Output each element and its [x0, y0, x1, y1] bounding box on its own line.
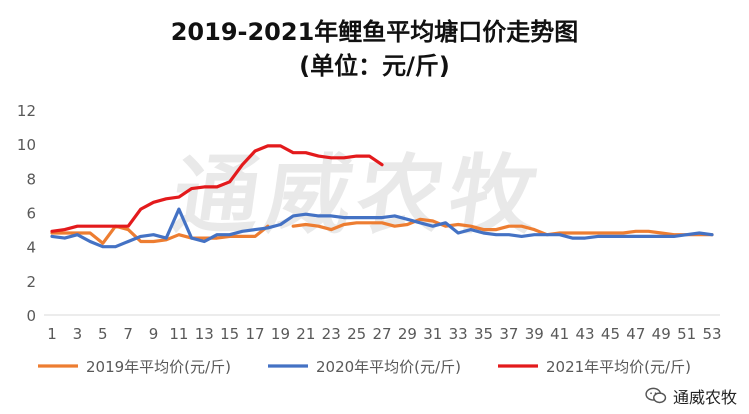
- x-tick-label: 53: [702, 325, 721, 343]
- wechat-icon: [645, 387, 667, 404]
- x-tick-label: 3: [73, 325, 83, 343]
- x-tick-label: 51: [677, 325, 696, 343]
- legend-label-3: 2021年平均价(元/斤): [546, 358, 691, 376]
- y-tick-label: 2: [26, 273, 36, 291]
- x-tick-label: 13: [195, 325, 214, 343]
- y-tick-label: 4: [26, 239, 36, 257]
- series-line-1: [291, 217, 714, 237]
- x-tick-label: 21: [296, 325, 315, 343]
- x-tick-label: 9: [149, 325, 159, 343]
- badge-text: 通威农牧: [672, 388, 737, 407]
- chart-subtitle: (单位：元/斤): [299, 52, 450, 80]
- x-tick-label: 27: [372, 325, 391, 343]
- wechat-badge: 通威农牧: [645, 384, 737, 408]
- x-tick-label: 45: [601, 325, 620, 343]
- chart-title: 2019-2021年鲤鱼平均塘口价走势图: [170, 18, 579, 46]
- x-tick-label: 47: [626, 325, 645, 343]
- x-tick-label: 17: [246, 325, 265, 343]
- series-line-1: [50, 224, 270, 245]
- x-tick-label: 25: [347, 325, 366, 343]
- x-tick-label: 11: [169, 325, 188, 343]
- x-tick-label: 15: [220, 325, 239, 343]
- x-tick-label: 29: [398, 325, 417, 343]
- y-tick-label: 10: [17, 136, 36, 154]
- y-tick-label: 6: [26, 205, 36, 223]
- x-tick-label: 49: [652, 325, 671, 343]
- x-tick-label: 43: [576, 325, 595, 343]
- x-tick-label: 5: [98, 325, 108, 343]
- x-tick-label: 41: [550, 325, 569, 343]
- legend-label-1: 2019年平均价(元/斤): [86, 358, 231, 376]
- x-tick-label: 35: [474, 325, 493, 343]
- x-tick-label: 37: [499, 325, 518, 343]
- x-tick-label: 19: [271, 325, 290, 343]
- series-line-2: [50, 207, 714, 249]
- y-tick-label: 8: [26, 170, 36, 188]
- x-tick-label: 23: [322, 325, 341, 343]
- y-tick-label: 0: [26, 307, 36, 325]
- legend-label-2: 2020年平均价(元/斤): [316, 358, 461, 376]
- x-tick-label: 1: [47, 325, 57, 343]
- series-line-3: [50, 144, 384, 233]
- y-tick-label: 12: [17, 102, 36, 120]
- x-tick-label: 39: [525, 325, 544, 343]
- x-tick-label: 7: [123, 325, 133, 343]
- x-tick-label: 31: [423, 325, 442, 343]
- x-tick-label: 33: [449, 325, 468, 343]
